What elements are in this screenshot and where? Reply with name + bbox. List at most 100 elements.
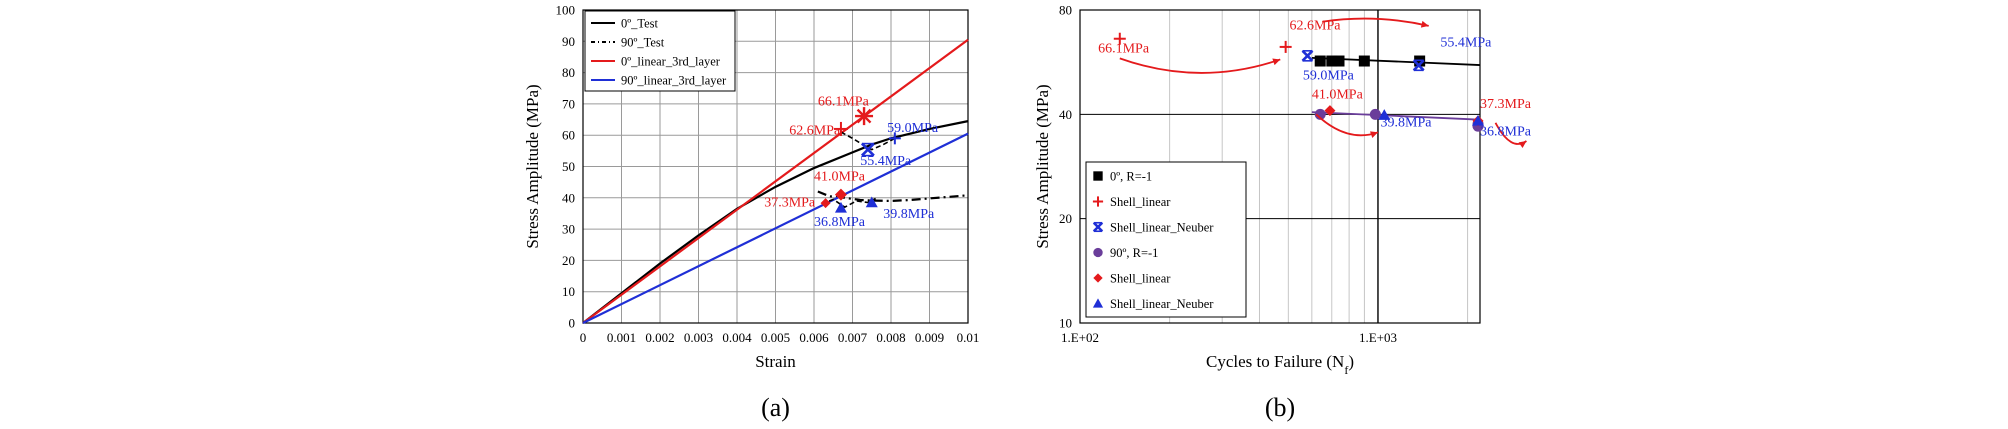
- chart-a-annotation-label: 59.0MPa: [887, 121, 939, 136]
- chart-b-legend-swatch-1: [1092, 196, 1104, 207]
- chart-a-series: [582, 38, 969, 324]
- chart-b-point-x-2-1-d2: [1412, 59, 1425, 72]
- chart-b-legend-swatch-4: [1093, 273, 1103, 283]
- chart-b-arrows: [1119, 17, 1527, 149]
- chart-a-x-tick-label: 0.01: [957, 330, 980, 345]
- chart-a-annotation-label: 55.4MPa: [860, 154, 912, 169]
- chart-a-markers: [820, 107, 901, 213]
- chart-a-annotation-label: 41.0MPa: [814, 170, 866, 185]
- chart-b-legend-label: Shell_linear: [1110, 272, 1171, 286]
- chart-b-y-tick-label: 80: [1059, 3, 1072, 18]
- chart-b-legend-box: [1085, 161, 1247, 318]
- chart-a-annotation-label: 66.1MPa: [818, 94, 870, 109]
- chart-b-point-x-2-1: [1412, 59, 1425, 72]
- chart-a-marker-star-0: [855, 107, 874, 126]
- chart-a-y-axis-label: Stress Amplitude (MPa): [523, 84, 542, 248]
- chart-b-arrowhead-1: [1420, 20, 1429, 28]
- chart-a-y-tick-label: 10: [562, 284, 575, 299]
- chart-a-y-tick-labels: 0 10 20 30 40 50 60 70 80 90 100: [556, 3, 576, 331]
- chart-b-legend-swatch-5: [1092, 298, 1104, 308]
- chart-b-y-tick-labels: 10 20 40 80: [1059, 3, 1072, 331]
- chart-b-legend-swatch-2: [1092, 221, 1104, 233]
- chart-b-legend-swatch-3: [1093, 247, 1103, 258]
- chart-b-point-square-0-3: [1358, 55, 1370, 67]
- chart-a-y-tick-label: 0: [569, 316, 576, 331]
- chart-b-point-plus-1-0: [1113, 32, 1126, 45]
- chart-b-arrowhead-3: [1518, 141, 1527, 149]
- chart-b-point-plus-1-1: [1279, 40, 1292, 53]
- chart-b-x-tick-labels: 1.E+02 1.E+03: [1061, 330, 1397, 345]
- chart-a-legend-label: 0º_linear_3rd_layer: [621, 55, 721, 69]
- chart-b-x-axis-label-end: ): [1348, 352, 1354, 371]
- chart-a-legend-label: 90º_Test: [621, 36, 665, 50]
- chart-a-y-tick-label: 70: [562, 96, 575, 111]
- chart-a-x-tick-label: 0.005: [761, 330, 790, 345]
- chart-b-point-circle-3-0: [1314, 108, 1326, 120]
- chart-a-y-tick-label: 40: [562, 190, 575, 205]
- chart-a-x-tick-label: 0.001: [607, 330, 636, 345]
- chart-b-annotation-label: 36.8MPa: [1480, 124, 1532, 139]
- chart-b-point-triangle-5-0: [1378, 109, 1391, 120]
- chart-b-arrowhead-2: [1370, 131, 1378, 138]
- chart-a-annotation-label: 36.8MPa: [814, 215, 866, 230]
- chart-a-marker-triangle-6: [834, 201, 847, 213]
- chart-a-legend-label: 0º_Test: [621, 17, 659, 31]
- chart-a-marker-triangle-7: [865, 196, 878, 208]
- chart-b-trendline-1: [1311, 111, 1481, 121]
- chart-b: 1.E+02 1.E+03 10 20 40 80 66.1MPa 62.6MPa 55.4…: [1033, 3, 1532, 423]
- chart-b-arrowhead-0: [1272, 58, 1281, 66]
- chart-a-x-tick-label: 0.007: [838, 330, 868, 345]
- chart-a-marker-plus-3: [888, 132, 901, 145]
- chart-a-series-line-3: [582, 132, 969, 324]
- chart-a-marker-diamond-5: [820, 198, 831, 209]
- chart-b-annotation-label: 66.1MPa: [1098, 42, 1150, 57]
- chart-a-series-line-2: [582, 38, 969, 324]
- chart-a-legend: 0º_Test 90º_Test 0º_linear_3rd_layer 90º_li…: [584, 10, 736, 92]
- chart-b-x-tick-label: 1.E+03: [1359, 330, 1397, 345]
- chart-a-x-tick-label: 0: [580, 330, 587, 345]
- chart-b-annotation-label: 55.4MPa: [1440, 35, 1492, 50]
- chart-b-legend-label: 90º, R=-1: [1110, 246, 1158, 260]
- chart-b-point-circle-3-1: [1369, 108, 1381, 120]
- chart-a-x-axis-label: Strain: [755, 352, 796, 371]
- chart-a-series-line-0: [582, 120, 969, 324]
- chart-b-caption: (b): [1265, 393, 1295, 422]
- chart-b-annotation-label: 41.0MPa: [1312, 88, 1364, 103]
- chart-b-x-tick-label: 1.E+02: [1061, 330, 1099, 345]
- chart-a-x-tick-label: 0.003: [684, 330, 713, 345]
- chart-a-x-tick-labels: 0 0.001 0.002 0.003 0.004 0.005 0.006 0.007 0.00…: [580, 330, 980, 345]
- chart-a-marker-x-2: [860, 142, 875, 157]
- chart-a-plot-frame: [582, 9, 969, 324]
- chart-a-caption: (a): [761, 393, 790, 422]
- chart-a-annotation-label: 37.3MPa: [764, 195, 816, 210]
- chart-b-legend-label: Shell_linear: [1110, 195, 1171, 209]
- chart-a-x-tick-label: 0.008: [876, 330, 905, 345]
- chart-b-arrow-2: [1315, 113, 1379, 137]
- chart-a-x-tick-label: 0.006: [799, 330, 829, 345]
- chart-b-arrow-1: [1322, 17, 1429, 27]
- chart-b-markers: [1113, 32, 1485, 132]
- chart-b-annotation-label: 59.0MPa: [1303, 69, 1355, 84]
- chart-a-x-tick-label: 0.002: [645, 330, 674, 345]
- chart-b-legend-label: Shell_linear_Neuber: [1110, 221, 1214, 235]
- chart-a-annotation-label: 62.6MPa: [789, 123, 841, 138]
- chart-a-x-tick-label: 0.004: [722, 330, 752, 345]
- chart-b-annotation-label: 37.3MPa: [1480, 97, 1532, 112]
- chart-b-point-square-0-0: [1314, 55, 1326, 67]
- chart-a-y-tick-label: 50: [562, 159, 575, 174]
- chart-b-annotation-label: 39.8MPa: [1381, 115, 1433, 130]
- chart-a-legend-label: 90º_linear_3rd_layer: [621, 74, 727, 88]
- chart-a-marker-diamond-4: [834, 188, 847, 201]
- chart-b-legend-label: Shell_linear_Neuber: [1110, 297, 1214, 311]
- chart-b-point-triangle-5-1: [1472, 114, 1485, 126]
- chart-a-x-tick-label: 0.009: [915, 330, 944, 345]
- chart-b-legend-swatch-0: [1093, 171, 1103, 181]
- chart-b-y-axis-label: Stress Amplitude (MPa): [1033, 84, 1052, 248]
- chart-b-point-x-2-0-d2: [1301, 49, 1314, 62]
- chart-a-legend-box: [584, 10, 736, 92]
- chart-b-point-x-2-0: [1301, 49, 1314, 62]
- chart-b-legend-swatch-2-d2: [1092, 221, 1104, 233]
- chart-a-marker-star-0-d2: [856, 108, 872, 124]
